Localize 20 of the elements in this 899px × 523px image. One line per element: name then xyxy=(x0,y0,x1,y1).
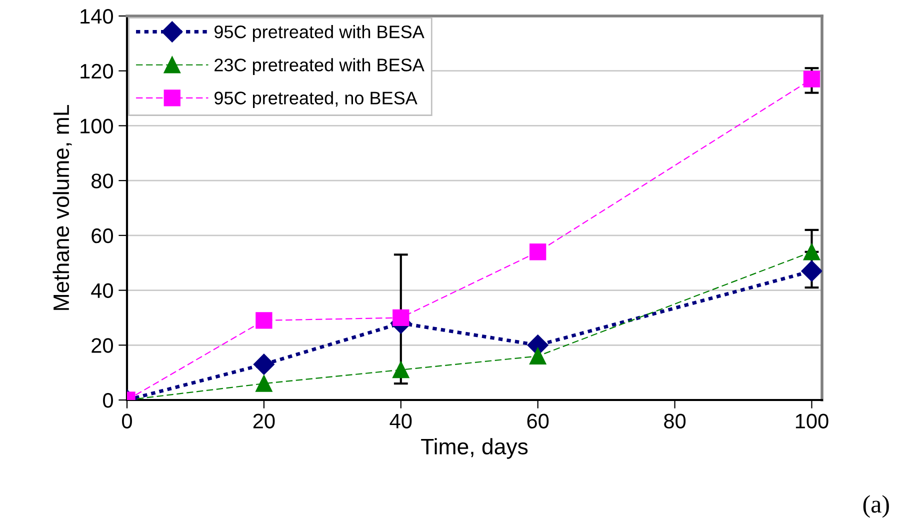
y-tick-label: 40 xyxy=(91,283,113,298)
x-axis-title: Time, days xyxy=(421,438,528,459)
text: (a) xyxy=(863,495,889,518)
x-tick-label: 0 xyxy=(122,414,132,428)
legend-label: 23C pretreated with BESA xyxy=(214,58,424,75)
x-tick-label: 40 xyxy=(390,414,412,428)
y-axis-title: Methane volume, mL xyxy=(52,104,72,310)
y-tick-label: 100 xyxy=(80,118,113,134)
y-tick-label: 0 xyxy=(103,393,113,408)
y-tick-label: 60 xyxy=(92,228,113,244)
x-tick-label: 100 xyxy=(796,414,828,428)
x-tick-label: 20 xyxy=(253,414,275,428)
x-tick-label: 80 xyxy=(664,414,686,428)
y-tick-label: 120 xyxy=(80,64,113,79)
legend-label: 95C pretreated with BESA xyxy=(214,25,424,42)
legend-label: 95C pretreated, no BESA xyxy=(214,91,418,108)
y-tick-label: 20 xyxy=(92,338,113,353)
x-tick-label: 60 xyxy=(527,414,549,428)
y-tick-label: 140 xyxy=(80,9,113,24)
y-tick-label: 80 xyxy=(92,174,113,188)
